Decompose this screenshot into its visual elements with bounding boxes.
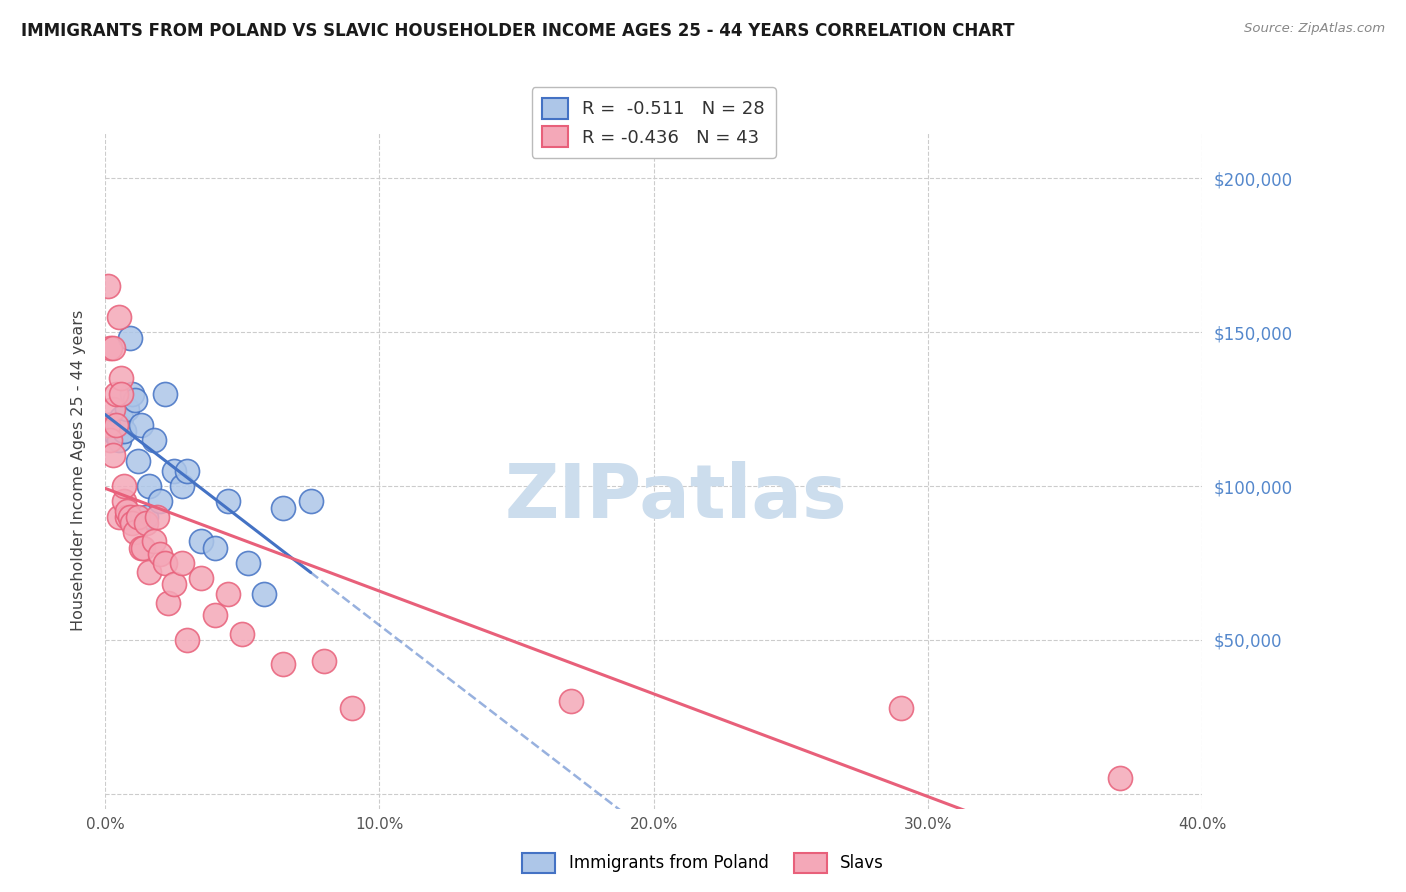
Point xyxy=(162,577,184,591)
Point xyxy=(110,386,132,401)
Point xyxy=(340,700,363,714)
Point xyxy=(110,371,132,385)
Point xyxy=(135,509,157,524)
Point xyxy=(110,411,132,425)
Point xyxy=(190,534,212,549)
Point xyxy=(190,571,212,585)
Point xyxy=(1109,772,1132,786)
Point xyxy=(127,509,149,524)
Legend: Immigrants from Poland, Slavs: Immigrants from Poland, Slavs xyxy=(515,847,891,880)
Point xyxy=(97,417,120,432)
Point xyxy=(124,392,146,407)
Point xyxy=(236,556,259,570)
Point xyxy=(204,608,226,623)
Point xyxy=(149,547,172,561)
Legend: R =  -0.511   N = 28, R = -0.436   N = 43: R = -0.511 N = 28, R = -0.436 N = 43 xyxy=(531,87,776,158)
Point xyxy=(217,494,239,508)
Point xyxy=(143,534,166,549)
Point xyxy=(132,541,155,555)
Point xyxy=(104,417,127,432)
Point xyxy=(103,424,125,438)
Point xyxy=(100,417,122,432)
Point xyxy=(176,464,198,478)
Point xyxy=(231,626,253,640)
Point xyxy=(127,454,149,468)
Point xyxy=(273,657,295,672)
Point xyxy=(103,448,125,462)
Point xyxy=(146,509,169,524)
Point xyxy=(299,494,322,508)
Point xyxy=(107,433,129,447)
Point xyxy=(890,700,912,714)
Point xyxy=(121,516,143,530)
Point xyxy=(170,479,193,493)
Point xyxy=(97,279,120,293)
Point xyxy=(176,632,198,647)
Point xyxy=(155,386,177,401)
Point xyxy=(124,525,146,540)
Point xyxy=(155,556,177,570)
Point xyxy=(217,587,239,601)
Point xyxy=(157,596,180,610)
Text: ZIPatlas: ZIPatlas xyxy=(505,461,846,534)
Point xyxy=(112,479,135,493)
Point xyxy=(104,426,127,441)
Point xyxy=(253,587,276,601)
Point xyxy=(103,402,125,417)
Point xyxy=(112,424,135,438)
Point xyxy=(129,417,152,432)
Point xyxy=(115,503,138,517)
Text: IMMIGRANTS FROM POLAND VS SLAVIC HOUSEHOLDER INCOME AGES 25 - 44 YEARS CORRELATI: IMMIGRANTS FROM POLAND VS SLAVIC HOUSEHO… xyxy=(21,22,1015,40)
Point xyxy=(103,341,125,355)
Point xyxy=(107,509,129,524)
Point xyxy=(112,494,135,508)
Point xyxy=(100,341,122,355)
Y-axis label: Householder Income Ages 25 - 44 years: Householder Income Ages 25 - 44 years xyxy=(72,310,86,632)
Point xyxy=(314,654,336,668)
Point xyxy=(135,516,157,530)
Point xyxy=(204,541,226,555)
Point xyxy=(115,509,138,524)
Point xyxy=(273,500,295,515)
Point xyxy=(162,464,184,478)
Point xyxy=(149,494,172,508)
Text: Source: ZipAtlas.com: Source: ZipAtlas.com xyxy=(1244,22,1385,36)
Point xyxy=(100,433,122,447)
Point xyxy=(143,433,166,447)
Point xyxy=(170,556,193,570)
Point xyxy=(138,565,160,579)
Point xyxy=(104,386,127,401)
Point xyxy=(560,694,582,708)
Point xyxy=(118,331,141,345)
Point xyxy=(107,417,129,432)
Point xyxy=(129,541,152,555)
Point xyxy=(121,386,143,401)
Point xyxy=(118,509,141,524)
Point xyxy=(115,402,138,417)
Point xyxy=(138,479,160,493)
Point xyxy=(107,310,129,324)
